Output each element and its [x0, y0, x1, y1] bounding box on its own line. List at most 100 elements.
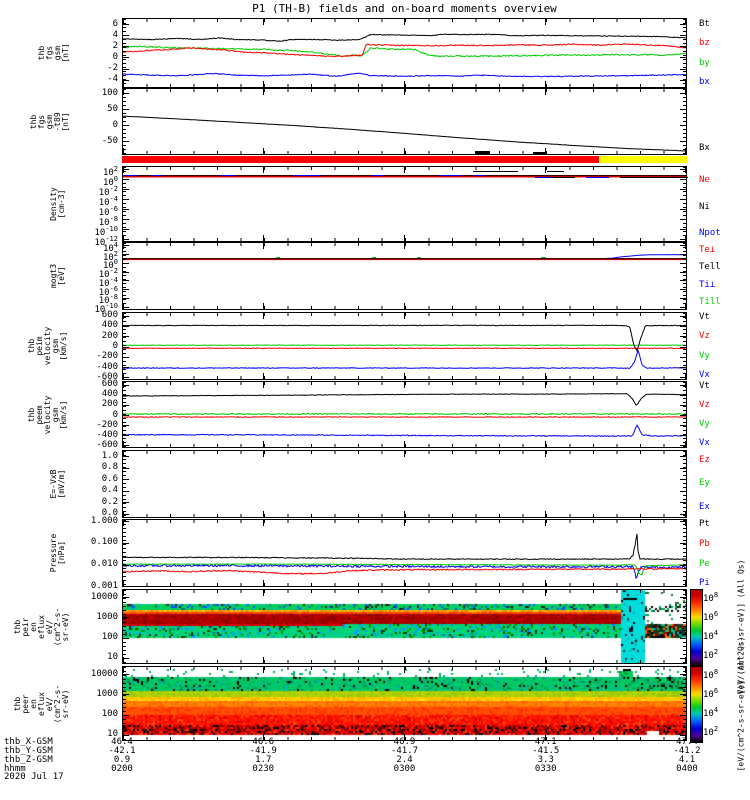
y-tick-label: 100 [102, 174, 118, 188]
data-dash [552, 176, 575, 178]
y-tick-label: 10-8 [98, 214, 118, 228]
series-plot-vel-ele [123, 392, 686, 438]
colorbar-tick-label: 102 [703, 647, 719, 661]
spectrogram-spec-ele [123, 667, 686, 740]
x-major-tick [685, 373, 686, 379]
y-major-tick [680, 93, 686, 95]
y-major-tick [123, 79, 129, 81]
series-plot-pressure [123, 533, 686, 580]
x-major-tick [404, 590, 405, 596]
y-major-tick [123, 239, 129, 241]
x-major-tick [263, 734, 265, 740]
data-dash [586, 176, 609, 178]
y-major-tick [123, 109, 129, 111]
x-major-tick [544, 657, 546, 663]
colorbar-tick-label: 108 [703, 591, 719, 605]
data-dash [416, 257, 422, 259]
x-major-tick [404, 148, 405, 154]
x-major-tick [404, 382, 405, 388]
y-tick-label: 0 [112, 341, 118, 351]
panel-spec-ele [122, 666, 687, 741]
y-major-tick [680, 199, 686, 201]
x-major-tick [263, 520, 265, 526]
xaxis-value: -41.5 [532, 746, 560, 756]
xaxis-row-label: thb_Z-GSM [4, 755, 53, 765]
x-major-tick [263, 313, 265, 319]
y-major-tick [680, 306, 686, 308]
series-Vt [123, 324, 686, 353]
xaxis-value: 0.9 [113, 755, 131, 765]
colorbar-tick-label: 106 [703, 687, 719, 700]
x-major-tick [544, 89, 546, 95]
x-major-tick [123, 303, 124, 309]
trace-label-Vz: Vz [699, 400, 710, 411]
y-major-tick [680, 597, 686, 599]
series-Vy [123, 344, 686, 347]
y-major-tick [123, 209, 129, 211]
series-Vx [123, 424, 686, 438]
series-Vz [123, 347, 686, 350]
x-major-tick [685, 441, 686, 447]
y-tick-label: 200 [101, 399, 118, 410]
x-major-tick [544, 520, 546, 526]
quality-bar-segment [122, 156, 600, 163]
y-major-tick [123, 445, 129, 447]
data-dash [151, 174, 163, 176]
trace-label-Vy: Vy [699, 418, 710, 429]
series-plot-mogt3 [123, 254, 686, 261]
colorbar-tick-label: 104 [703, 705, 719, 719]
y-major-tick [680, 346, 686, 348]
x-major-tick [123, 373, 124, 379]
series-Vz [123, 415, 686, 418]
y-tick-label: 0.001 [90, 580, 118, 591]
y-major-tick [680, 542, 686, 544]
y-tick-label: 10-12 [94, 234, 119, 248]
y-major-tick [123, 68, 129, 70]
data-dash [620, 176, 688, 178]
y-tick-label: 10 [107, 729, 118, 740]
x-major-tick [544, 81, 546, 87]
y-major-tick [680, 219, 686, 221]
y-tick-label: 1.0 [101, 450, 118, 461]
x-major-tick [123, 81, 124, 87]
x-major-tick [404, 511, 405, 517]
trace-label-Vx: Vx [699, 369, 710, 380]
series-plot-density [123, 174, 686, 178]
y-major-tick [680, 356, 686, 358]
series-Pt [123, 533, 686, 561]
x-major-tick [404, 19, 405, 25]
spectrogram-spec-ion [123, 590, 686, 663]
data-dash [371, 257, 377, 259]
x-major-tick [123, 148, 124, 154]
xaxis-value: 0300 [393, 764, 416, 774]
xaxis-value: 47.4 [676, 737, 698, 747]
data-dash [473, 171, 519, 173]
y-minor-ticks [683, 167, 686, 241]
xaxis-value: 4.1 [678, 755, 696, 765]
y-tick-label: 10-2 [98, 184, 118, 198]
y-major-tick [680, 445, 686, 447]
xaxis-value: 46.6 [252, 737, 275, 747]
xaxis-value: -41.9 [249, 746, 277, 756]
y-tick-label: 0 [112, 409, 118, 420]
x-major-tick [685, 19, 686, 25]
x-major-tick [544, 167, 546, 173]
y-tick-label: 0.010 [90, 559, 118, 570]
plot-title: P1 (TH-B) fields and on-board moments ov… [252, 2, 557, 15]
y-major-tick [680, 315, 686, 317]
x-major-tick [404, 303, 405, 309]
data-dash [123, 174, 138, 176]
colorbar-gradient [691, 667, 702, 742]
xaxis-row-label: thb_X-GSM [4, 737, 53, 747]
y-major-tick [123, 141, 129, 143]
series-Pb [123, 567, 686, 576]
x-major-tick [263, 235, 265, 241]
y-major-tick [123, 35, 129, 37]
y-tick-label: 0.4 [101, 485, 118, 496]
x-major-tick [404, 667, 405, 673]
y-tick-label: 0.100 [90, 537, 118, 548]
y-major-tick [123, 542, 129, 544]
colorbar-tick-label: 104 [703, 628, 719, 642]
y-major-tick [123, 657, 129, 659]
x-major-tick [544, 511, 546, 517]
